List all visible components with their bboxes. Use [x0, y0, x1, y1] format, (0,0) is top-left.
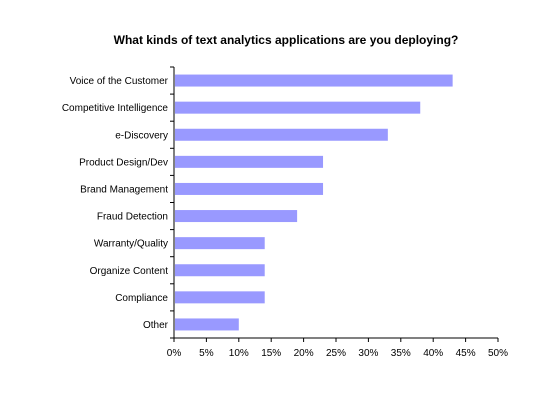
x-tick-label: 45%: [456, 348, 476, 359]
category-label: Brand Management: [80, 184, 168, 195]
x-tick-label: 30%: [358, 348, 378, 359]
category-label: Product Design/Dev: [79, 157, 168, 168]
x-tick-label: 0%: [167, 348, 182, 359]
category-label: Competitive Intelligence: [62, 103, 169, 114]
x-tick-label: 35%: [391, 348, 411, 359]
axes: [170, 66, 499, 342]
category-label: Fraud Detection: [97, 212, 168, 223]
category-label: Warranty/Quality: [94, 239, 168, 250]
x-tick-label: 10%: [229, 348, 249, 359]
bar-organize-content: [175, 264, 265, 277]
category-label: Voice of the Customer: [70, 76, 169, 87]
bar-warranty-quality: [175, 237, 265, 250]
x-tick-label: 15%: [261, 348, 281, 359]
bar-fraud-detection: [175, 210, 298, 223]
bar-other: [175, 318, 239, 331]
category-label: Organize Content: [90, 266, 169, 277]
x-tick-labels: 0% 5% 10% 15% 20% 25% 30% 35% 40% 45% 50%: [167, 348, 508, 359]
bar-competitive-intelligence: [175, 101, 421, 114]
x-tick-label: 20%: [294, 348, 314, 359]
bar-e-discovery: [175, 128, 388, 141]
x-tick-label: 50%: [488, 348, 508, 359]
bar-product-design-dev: [175, 155, 324, 168]
bar-compliance: [175, 291, 265, 304]
bars-group: [175, 74, 453, 331]
category-label: Other: [143, 320, 169, 331]
x-tick-label: 25%: [326, 348, 346, 359]
chart-title: What kinds of text analytics application…: [114, 33, 459, 47]
x-tick-label: 40%: [423, 348, 443, 359]
bar-brand-management: [175, 182, 324, 195]
x-tick-label: 5%: [199, 348, 214, 359]
category-labels: Voice of the Customer Competitive Intelli…: [62, 76, 169, 331]
category-label: Compliance: [115, 293, 168, 304]
bar-voice-of-the-customer: [175, 74, 453, 87]
category-label: e-Discovery: [115, 130, 168, 141]
